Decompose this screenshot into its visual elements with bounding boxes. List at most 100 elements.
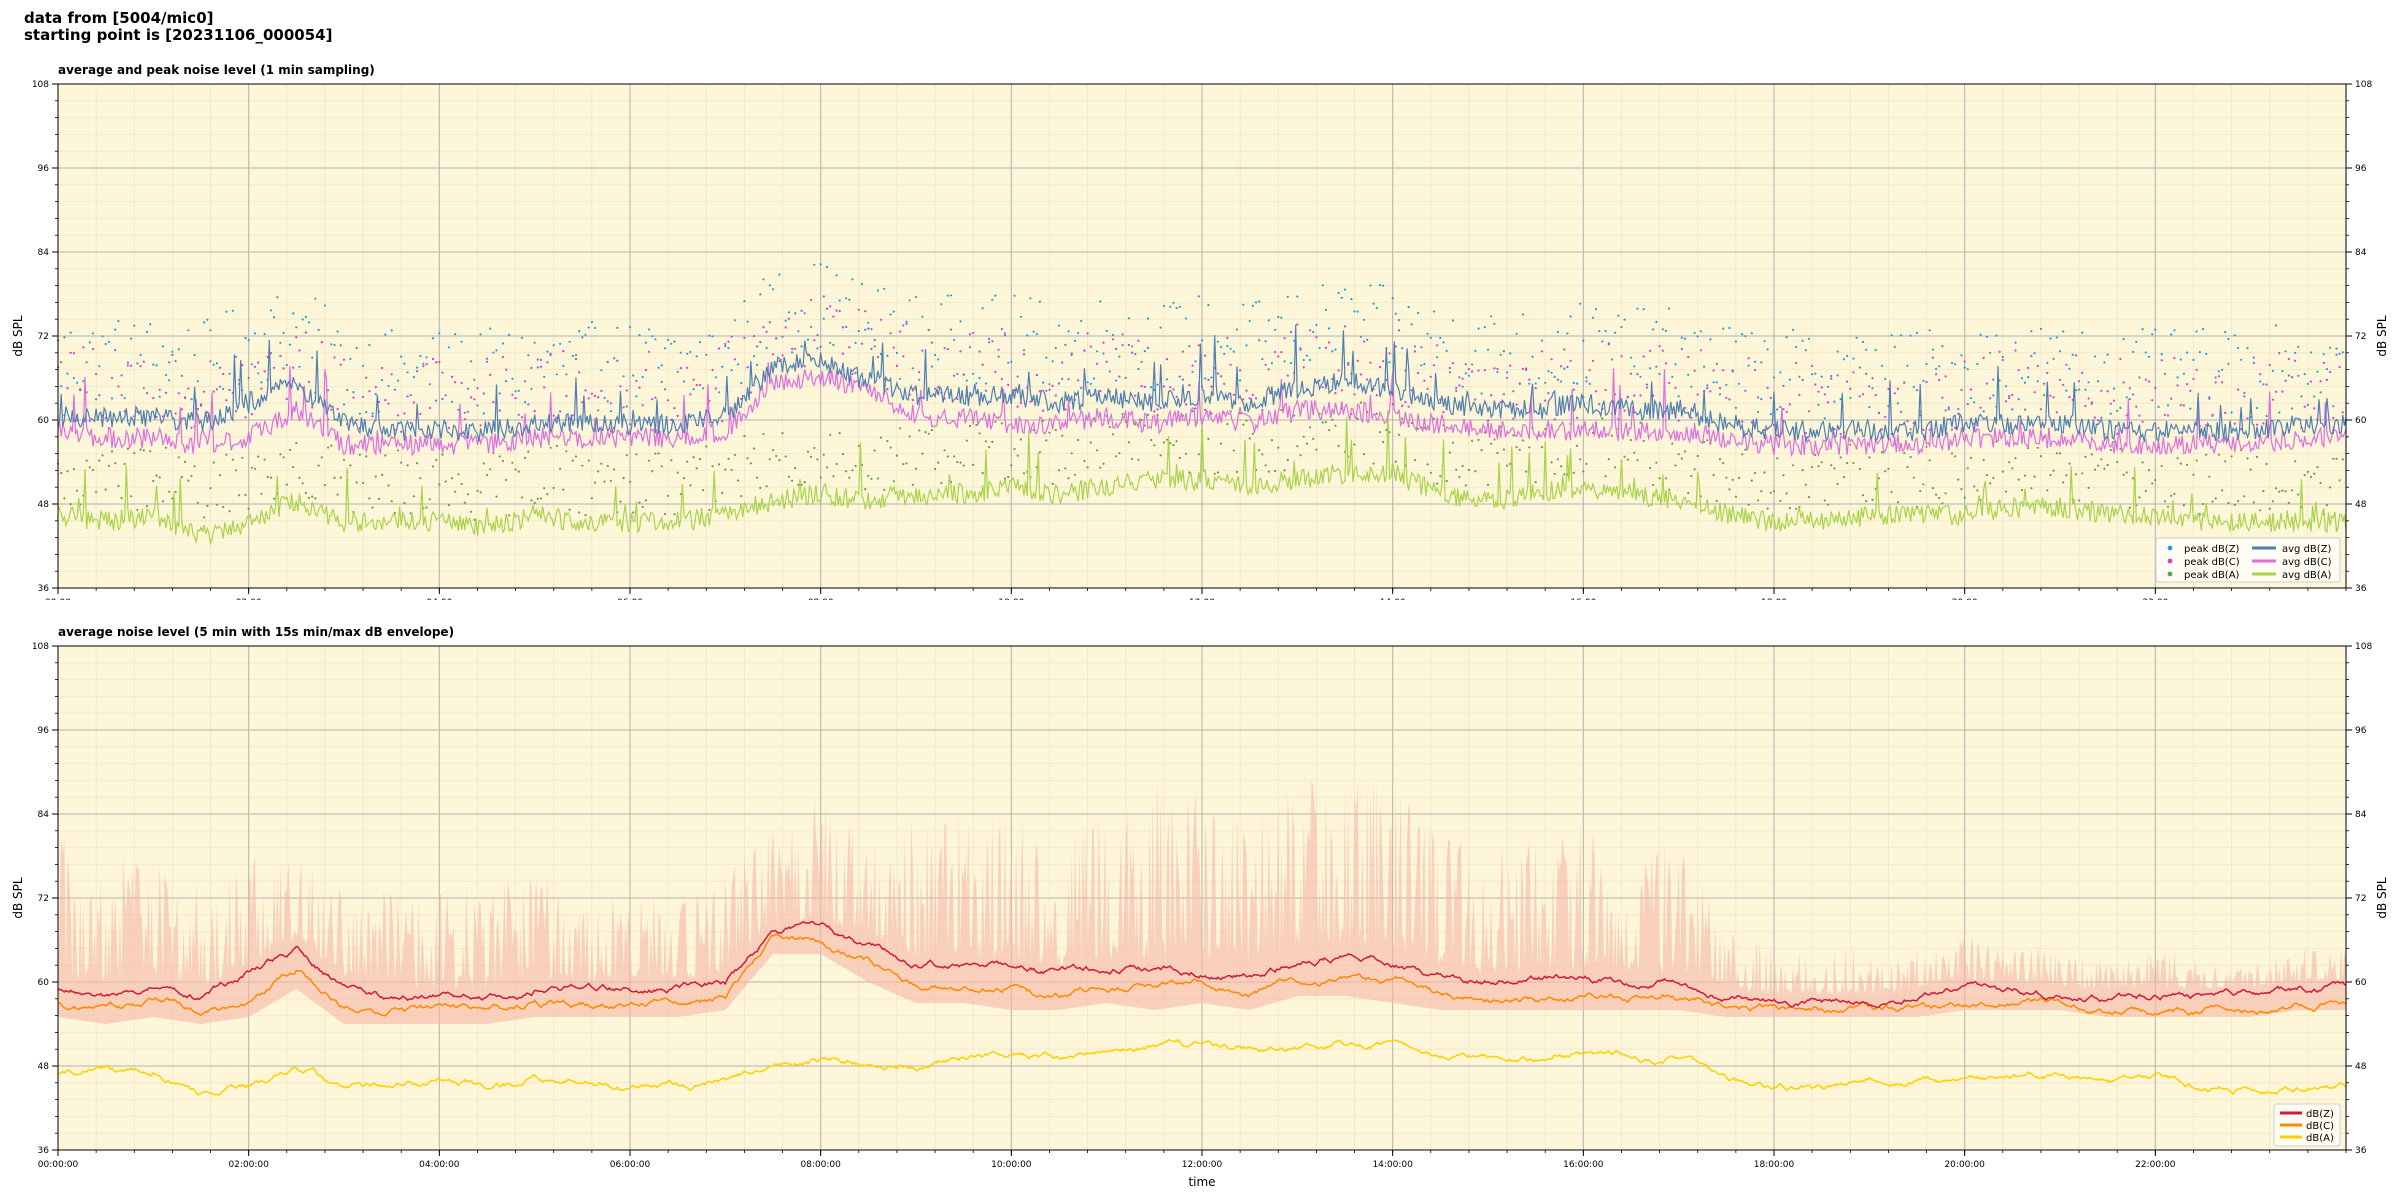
peak-dbz-point [2138, 376, 2141, 379]
peak-dbc-point [203, 390, 206, 393]
peak-dba-point [628, 480, 632, 483]
peak-dbz-point [1823, 417, 1826, 420]
peak-dba-point [546, 493, 549, 496]
peak-dbc-point [298, 349, 301, 352]
peak-dbc-point [1540, 350, 1544, 353]
chart-header: data from [5004/mic0] starting point is … [24, 10, 332, 44]
peak-dba-point [1658, 477, 1661, 480]
peak-dbc-point [1785, 410, 1788, 413]
peak-dba-point [994, 420, 997, 423]
peak-dbc-point [1935, 373, 1938, 376]
peak-dba-point [1118, 452, 1121, 455]
peak-dbz-point [1598, 330, 1601, 333]
peak-dbz-point [1728, 326, 1731, 330]
peak-dbz-point [1900, 334, 1903, 337]
peak-dbz-point [60, 385, 63, 388]
peak-dba-point [1019, 438, 1023, 441]
peak-dba-point [1604, 475, 1607, 478]
peak-dbz-point [886, 354, 889, 357]
peak-dbz-point [2049, 337, 2052, 340]
peak-dba-point [450, 477, 454, 480]
peak-dbz-point [698, 341, 702, 344]
peak-dba-point [1823, 499, 1826, 502]
peak-dba-point [1226, 423, 1229, 426]
peak-dba-point [1429, 471, 1432, 474]
peak-dbz-point [1766, 348, 1769, 351]
peak-dbc-point [2017, 369, 2020, 372]
peak-dba-point [2068, 462, 2071, 465]
peak-dbz-point [1337, 291, 1340, 295]
peak-dbc-point [1674, 386, 1677, 389]
peak-dbz-point [1032, 330, 1035, 333]
peak-dbz-point [1842, 358, 1845, 361]
peak-dbz-point [263, 332, 266, 336]
peak-dba-point [1712, 473, 1715, 477]
peak-dbz-point [279, 341, 282, 344]
peak-dbz-point [813, 263, 816, 266]
peak-dbz-point [1102, 352, 1105, 355]
peak-dbz-point [1108, 370, 1111, 373]
peak-dbz-point [2033, 352, 2036, 355]
peak-dbc-point [1683, 406, 1687, 409]
peak-dba-point [117, 484, 120, 487]
peak-dbc-point [362, 395, 365, 398]
peak-dba-point [1950, 452, 1954, 455]
peak-dba-point [2081, 472, 2084, 475]
peak-dbc-point [784, 326, 787, 329]
peak-dbz-point [819, 263, 822, 266]
peak-dbc-point [749, 391, 752, 394]
peak-dbz-point [203, 321, 206, 324]
peak-dbc-point [212, 390, 215, 393]
peak-dbc-point [2154, 386, 2157, 390]
peak-dba-point [1057, 469, 1061, 472]
peak-dbc-point [1569, 359, 1572, 362]
peak-dbc-point [1242, 398, 1245, 401]
peak-dbz-point [247, 339, 250, 342]
peak-dbc-point [1277, 355, 1280, 358]
peak-dbz-point [1413, 345, 1416, 348]
peak-dba-point [1229, 410, 1232, 413]
peak-dba-point [327, 446, 330, 449]
peak-dbz-point [520, 336, 524, 339]
peak-dba-point [1795, 507, 1798, 510]
peak-dbz-point [177, 348, 180, 351]
peak-dba-point [69, 503, 72, 506]
peak-dbc-point [2058, 378, 2062, 381]
peak-dbz-point [2173, 329, 2176, 332]
peak-dba-point [1556, 458, 1559, 461]
peak-dbc-point [492, 401, 495, 404]
peak-dba-point [517, 470, 520, 473]
peak-dbc-point [228, 388, 231, 391]
peak-dbc-point [1401, 404, 1404, 407]
peak-dbc-point [1661, 349, 1664, 352]
peak-dba-point [374, 475, 377, 478]
peak-dbz-point [1525, 369, 1528, 372]
peak-dbc-point [1464, 363, 1467, 366]
peak-dbc-point [260, 387, 263, 390]
peak-dbz-point [940, 303, 943, 306]
peak-dbz-point [1210, 376, 1213, 379]
peak-dbz-point [2300, 395, 2303, 398]
peak-dba-point [705, 445, 708, 448]
peak-dbz-point [724, 345, 727, 348]
peak-dbz-point [1893, 345, 1896, 348]
peak-dbz-point [1861, 340, 1865, 343]
peak-dbz-point [2303, 373, 2306, 376]
peak-dbc-point [619, 385, 622, 388]
peak-dba-point [1490, 442, 1493, 445]
peak-dba-point [908, 435, 911, 438]
peak-dbc-point [1992, 378, 1995, 381]
peak-dbz-point [1757, 410, 1760, 414]
peak-dbc-point [2338, 365, 2341, 369]
peak-dba-point [1436, 482, 1439, 485]
peak-dbz-point [1817, 403, 1820, 406]
peak-dbc-point [994, 370, 997, 373]
peak-dba-point [1010, 464, 1013, 467]
peak-dbc-point [511, 393, 514, 396]
peak-dba-point [1165, 438, 1169, 441]
peak-dba-point [489, 468, 492, 471]
peak-dba-point [2217, 453, 2220, 456]
peak-dbz-point [2198, 351, 2201, 354]
y-tick-label-right: 72 [2355, 894, 2366, 904]
peak-dbz-point [260, 381, 263, 384]
